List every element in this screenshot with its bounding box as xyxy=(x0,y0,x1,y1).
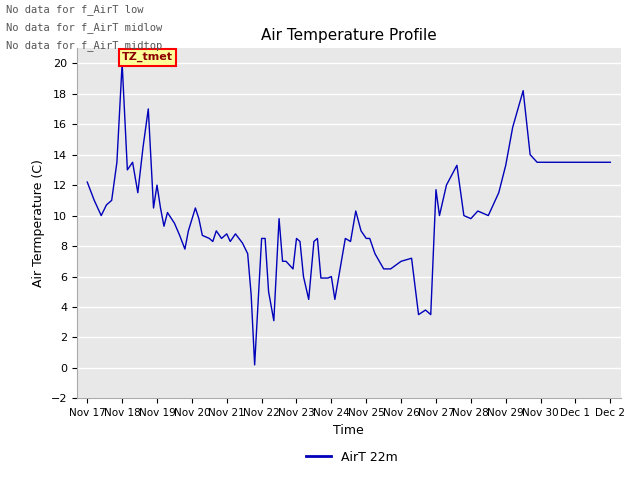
Legend: AirT 22m: AirT 22m xyxy=(301,446,403,469)
Text: No data for f_AirT midlow: No data for f_AirT midlow xyxy=(6,22,163,33)
Text: No data for f_AirT midtop: No data for f_AirT midtop xyxy=(6,40,163,51)
Text: No data for f_AirT low: No data for f_AirT low xyxy=(6,4,144,15)
Title: Air Temperature Profile: Air Temperature Profile xyxy=(261,28,436,43)
X-axis label: Time: Time xyxy=(333,424,364,437)
Y-axis label: Air Termperature (C): Air Termperature (C) xyxy=(32,159,45,287)
Text: TZ_tmet: TZ_tmet xyxy=(122,52,173,62)
